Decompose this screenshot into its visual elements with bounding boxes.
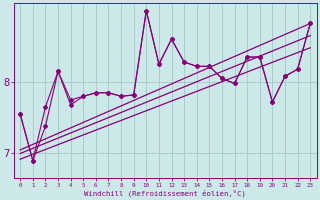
- X-axis label: Windchill (Refroidissement éolien,°C): Windchill (Refroidissement éolien,°C): [84, 189, 246, 197]
